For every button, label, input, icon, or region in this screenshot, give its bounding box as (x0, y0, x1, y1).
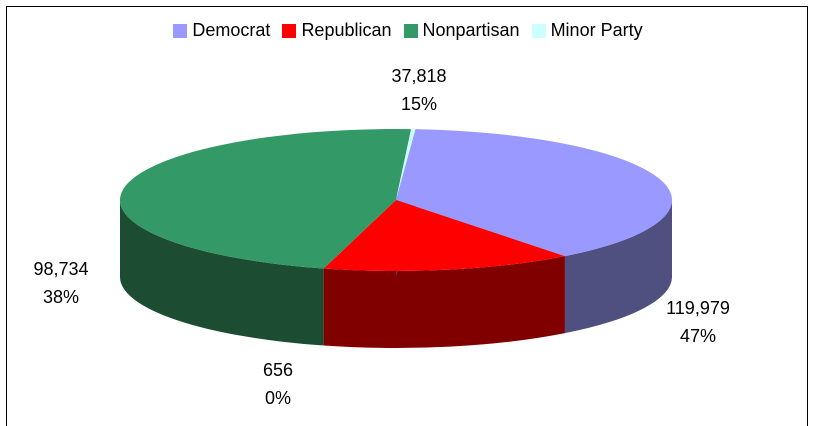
data-label-republican-value: 37,818 (391, 66, 447, 86)
legend-swatch-democrat (173, 23, 188, 38)
legend-swatch-minor-party (531, 23, 546, 38)
data-label-democrat: 98,734 38% (16, 255, 106, 311)
slice-republican (323, 200, 565, 271)
legend-item-republican: Republican (282, 20, 392, 41)
slice-side-nonpartisan (120, 200, 324, 346)
data-label-republican: 37,818 15% (374, 62, 464, 118)
data-label-democrat-value: 98,734 (33, 259, 89, 279)
legend-label-republican: Republican (301, 20, 392, 40)
data-label-nonpartisan-value: 119,979 (666, 298, 730, 318)
legend-label-nonpartisan: Nonpartisan (422, 20, 520, 40)
legend-item-minor-party: Minor Party (531, 20, 643, 41)
slice-side-republican (323, 256, 565, 349)
data-label-democrat-percent: 38% (42, 287, 80, 307)
legend-label-democrat: Democrat (192, 20, 271, 40)
legend-swatch-republican (282, 23, 297, 38)
slice-side-democrat (564, 200, 672, 334)
pie-chart (119, 129, 672, 349)
legend-label-minor-party: Minor Party (550, 20, 643, 40)
legend-swatch-nonpartisan (403, 23, 418, 38)
legend-item-nonpartisan: Nonpartisan (403, 20, 520, 41)
slice-minor-party (396, 129, 416, 200)
data-label-nonpartisan: 119,979 47% (648, 294, 748, 350)
slice-nonpartisan (119, 129, 412, 269)
chart-frame (6, 6, 808, 426)
data-label-republican-percent: 15% (400, 94, 438, 114)
legend-item-democrat: Democrat (173, 20, 270, 41)
chart-legend: Democrat Republican Nonpartisan Minor Pa… (0, 20, 816, 41)
data-label-minor-party-value: 656 (262, 360, 294, 380)
data-label-minor-party: 656 0% (238, 356, 318, 412)
slice-democrat (396, 129, 672, 257)
data-label-minor-party-percent: 0% (264, 388, 291, 408)
data-label-nonpartisan-percent: 47% (679, 326, 717, 346)
